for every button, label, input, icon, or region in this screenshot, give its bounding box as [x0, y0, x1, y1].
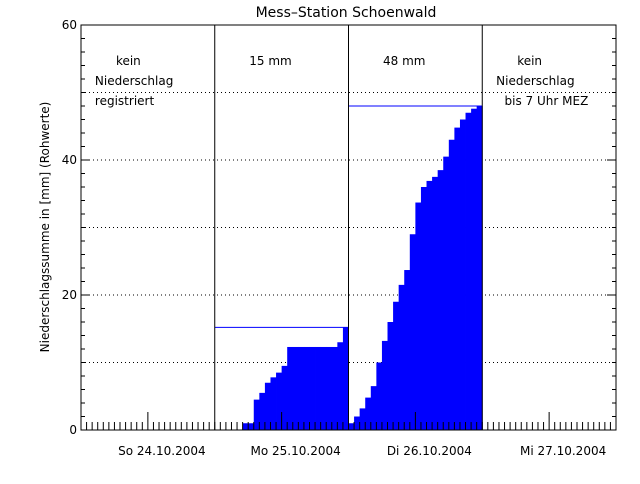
axis-labels: 0 20 40 60 So 24.10.2004 Mo 25.10.2004 Di 26.1… — [62, 18, 607, 458]
x-day-label: Mo 25.10.2004 — [251, 444, 341, 458]
day-annotation: 15 mm — [249, 54, 291, 68]
precip-bar — [348, 423, 355, 430]
precip-bar — [264, 382, 271, 430]
chart-title: Mess–Station Schoenwald — [256, 5, 437, 21]
precip-bar — [281, 365, 288, 430]
precip-bar — [320, 346, 327, 430]
day-annotation: 48 mm — [383, 54, 425, 68]
precip-bar — [326, 346, 333, 430]
precip-bar — [359, 408, 366, 430]
precip-bar — [315, 346, 322, 430]
precip-bar — [270, 377, 277, 430]
precip-bar — [443, 156, 450, 430]
precip-bar — [398, 284, 405, 430]
y-tick-label: 60 — [62, 18, 77, 32]
precip-bar — [248, 423, 255, 430]
y-tick-label: 20 — [62, 288, 77, 302]
precip-bar — [409, 234, 416, 430]
x-day-label: Di 26.10.2004 — [387, 444, 472, 458]
precip-bar — [354, 416, 361, 430]
day-annotation: kein — [517, 54, 542, 68]
precip-bar — [415, 202, 422, 430]
precip-bar — [370, 386, 377, 430]
precip-bar — [292, 346, 299, 430]
precip-bar — [437, 170, 444, 430]
day-annotation: Niederschlag — [95, 74, 173, 88]
precip-bar — [387, 322, 394, 430]
x-day-label: Mi 27.10.2004 — [520, 444, 606, 458]
precip-bar — [376, 362, 383, 430]
total-lines — [214, 105, 483, 328]
precip-bar — [303, 346, 310, 430]
precip-bar — [381, 340, 388, 430]
precip-bar — [432, 176, 439, 430]
precip-bar — [476, 106, 483, 430]
precip-bar — [331, 346, 338, 430]
precip-bar — [242, 423, 249, 430]
day-annotation: Niederschlag — [496, 74, 574, 88]
day-annotation: kein — [116, 54, 141, 68]
precip-bar — [276, 372, 283, 430]
precip-bar — [309, 346, 316, 430]
axis-ticks — [80, 24, 617, 431]
precip-bar — [465, 112, 472, 430]
precip-bar — [393, 301, 400, 430]
precip-bar — [259, 392, 266, 430]
precip-bar — [454, 127, 461, 430]
precip-bar — [298, 346, 305, 430]
precipitation-fills — [242, 106, 483, 430]
precip-bar — [420, 187, 427, 430]
y-tick-label: 40 — [62, 153, 77, 167]
precip-bar — [365, 397, 372, 430]
y-axis-label: Niederschlagssumme in [mm] (Rohwerte) — [38, 102, 52, 353]
precip-bar — [459, 119, 466, 430]
day-annotation: registriert — [95, 94, 155, 108]
precip-bar — [404, 270, 411, 430]
precip-bar — [448, 139, 455, 430]
day-annotation: bis 7 Uhr MEZ — [505, 94, 589, 108]
precip-bar — [471, 108, 478, 430]
precip-bar — [426, 180, 433, 430]
x-day-label: So 24.10.2004 — [118, 444, 205, 458]
y-tick-label: 0 — [69, 423, 77, 437]
day-annotations: kein Niederschlag registriert 15 mm 48 mm kei… — [95, 54, 588, 108]
precip-bar — [342, 327, 349, 430]
precip-bar — [337, 342, 344, 430]
precip-bar — [287, 346, 294, 430]
precip-bar — [253, 399, 260, 430]
